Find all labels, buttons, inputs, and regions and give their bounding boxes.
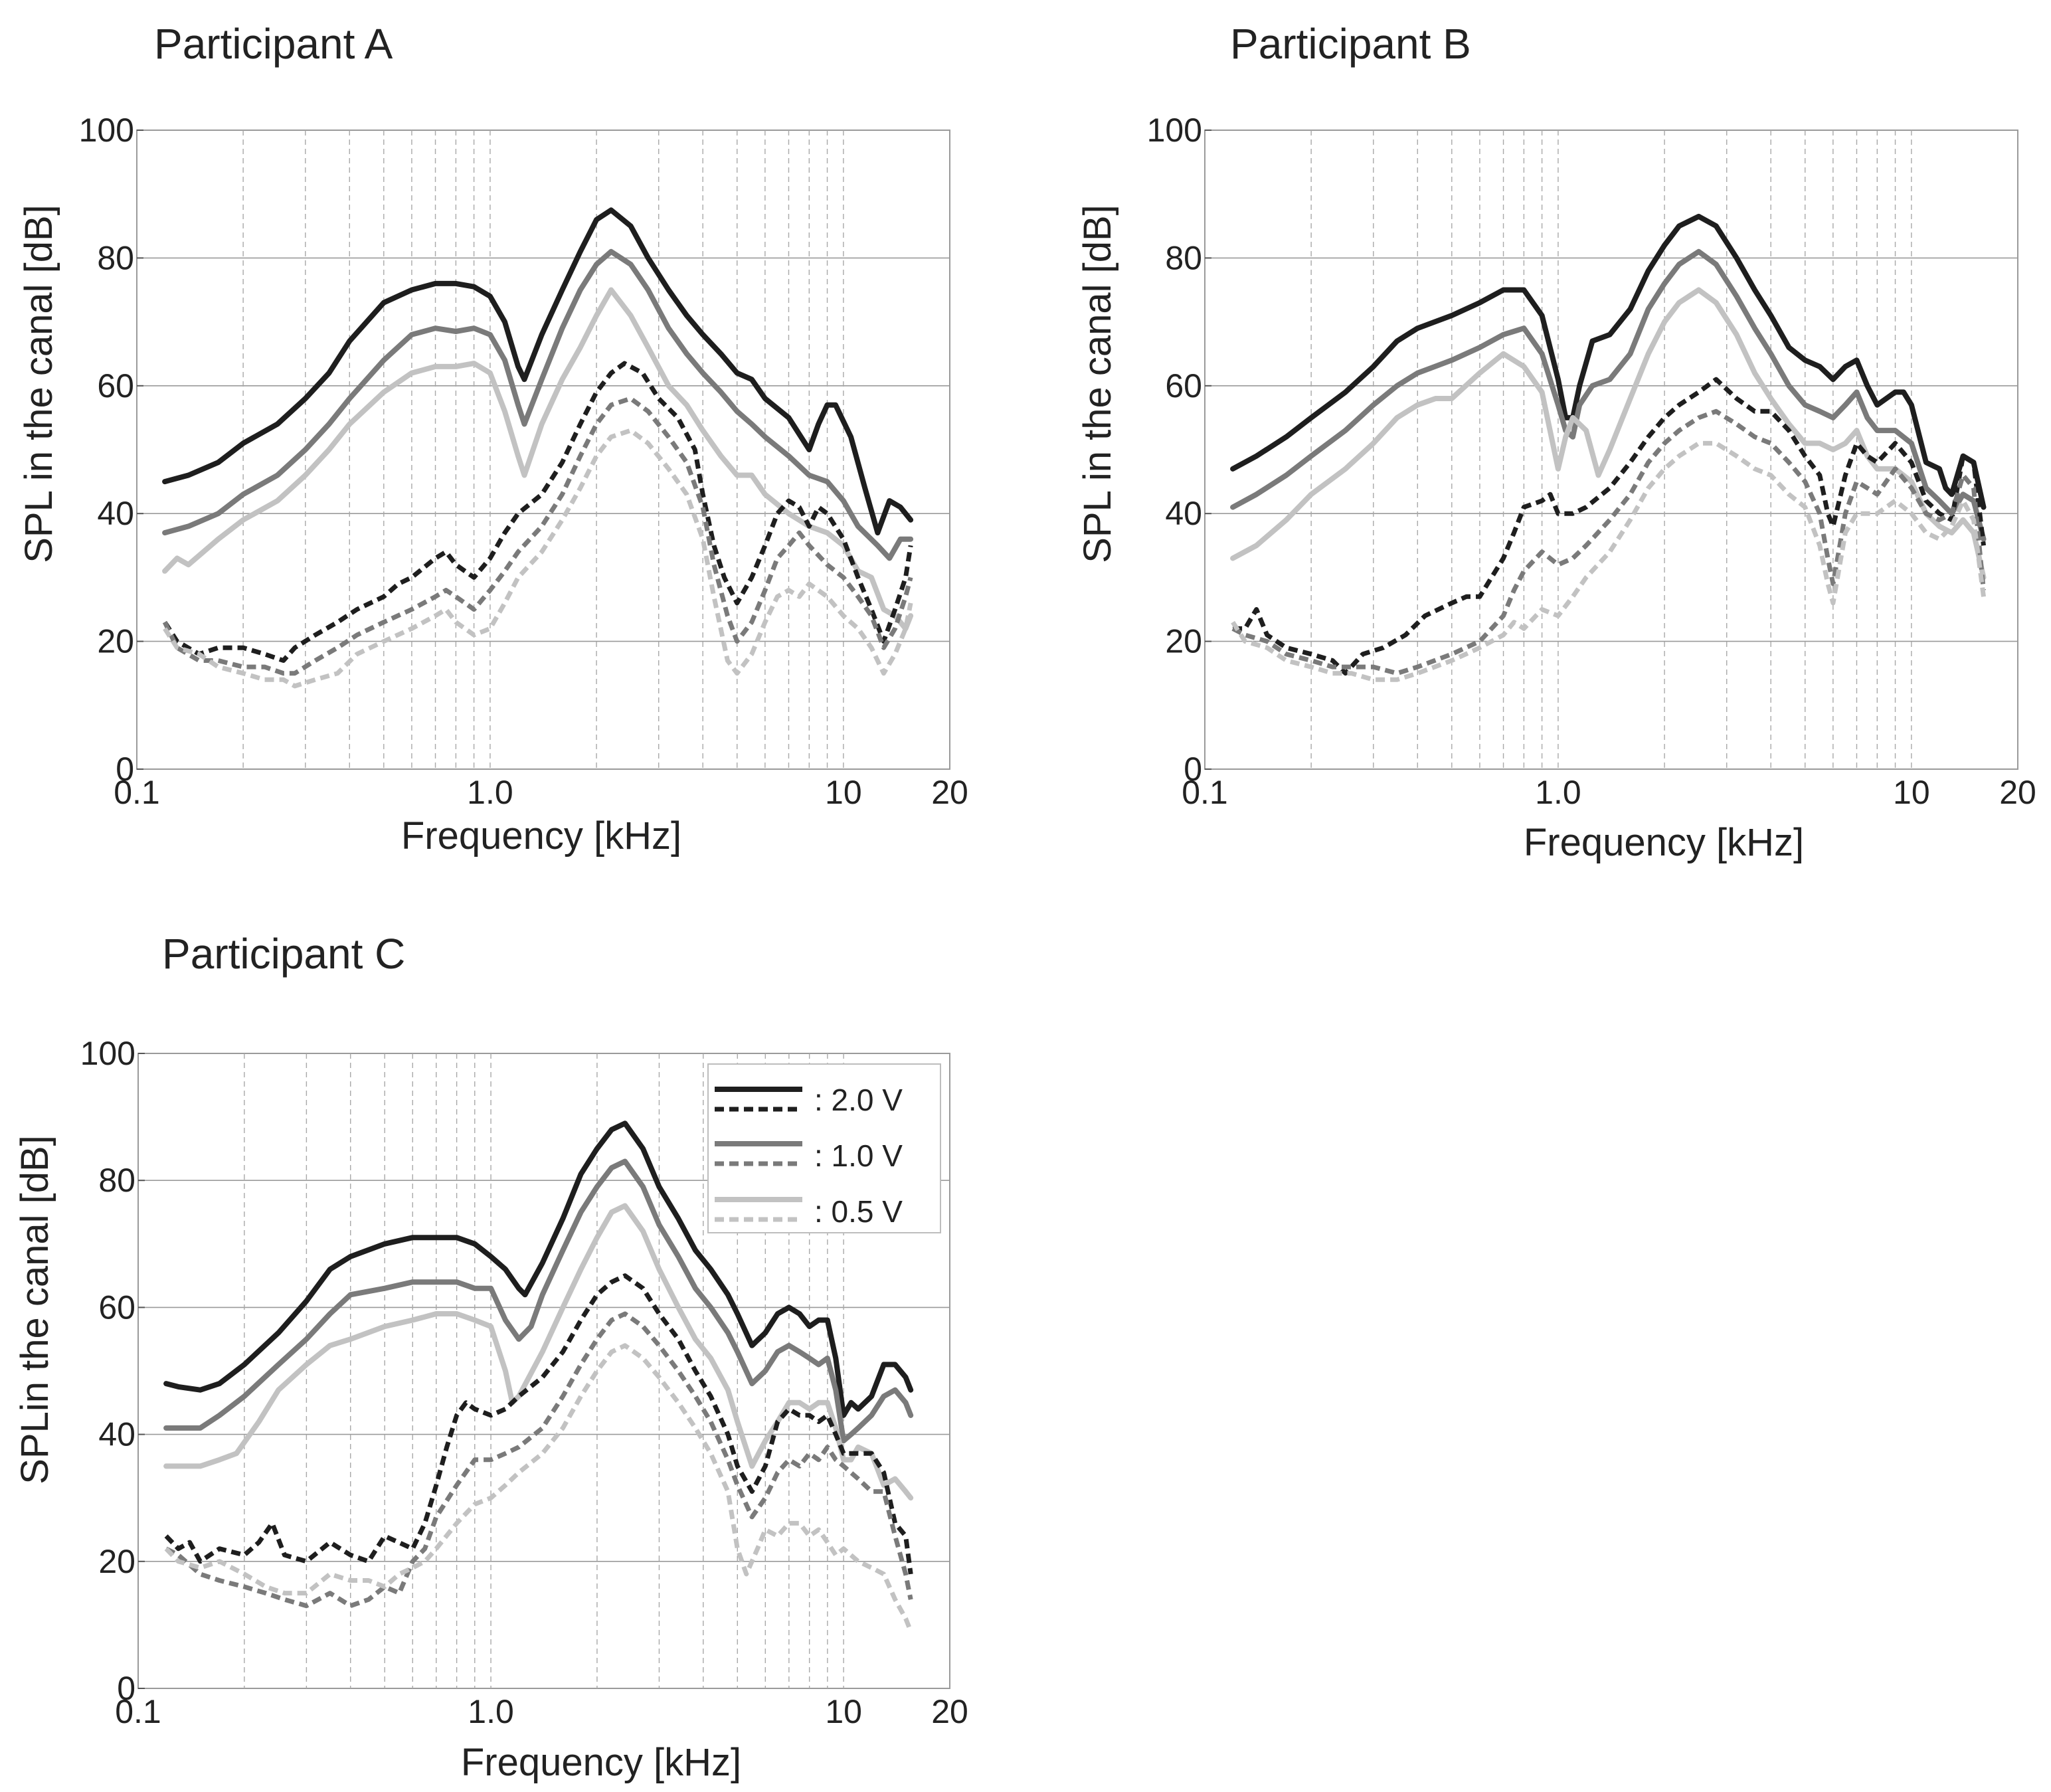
x-tick-label: 0.1 bbox=[115, 1693, 161, 1730]
y-tick-label: 0 bbox=[117, 1670, 135, 1707]
x-axis-label-a: Frequency [kHz] bbox=[401, 814, 681, 857]
x-tick-label: 0.1 bbox=[1182, 774, 1228, 811]
series-line bbox=[1231, 408, 1986, 676]
legend-entry-2v: : 2.0 V bbox=[715, 1083, 903, 1117]
series-line bbox=[164, 1273, 913, 1575]
series-line bbox=[162, 396, 913, 676]
y-tick-label: 80 bbox=[97, 239, 134, 276]
x-axis-label-b: Frequency [kHz] bbox=[1524, 821, 1804, 864]
series-line bbox=[162, 248, 914, 561]
x-tick-label: 1.0 bbox=[467, 774, 513, 811]
y-axis-label-a: SPL in the canal [dB] bbox=[17, 205, 60, 563]
y-axis-label-b: SPL in the canal [dB] bbox=[1076, 205, 1119, 563]
panel-participant-c: Participant C Frequency [kHz] SPLin the … bbox=[13, 930, 968, 1784]
y-axis-label-c: SPLin the canal [dB] bbox=[13, 1135, 56, 1484]
y-tick-label: 80 bbox=[98, 1162, 135, 1199]
y-tick-label: 100 bbox=[1147, 112, 1202, 149]
y-tick-label: 40 bbox=[1165, 495, 1202, 532]
x-tick-label: 20 bbox=[1999, 774, 2036, 811]
plot-area-c: 0 20 40 60 80 100 0.1 1.0 10 20 bbox=[80, 1035, 968, 1730]
panel-participant-b: Participant B Frequency [kHz] SPL in the… bbox=[1076, 20, 2036, 864]
series-lines bbox=[1230, 213, 1987, 682]
legend-label: : 2.0 V bbox=[814, 1083, 903, 1117]
x-tick-label: 20 bbox=[931, 774, 968, 811]
series-line bbox=[163, 361, 913, 663]
legend-entry-1v: : 1.0 V bbox=[715, 1138, 903, 1173]
y-tick-label: 60 bbox=[98, 1289, 135, 1326]
x-tick-label: 0.1 bbox=[114, 774, 160, 811]
y-tick-label: 60 bbox=[97, 367, 134, 404]
series-line bbox=[1230, 287, 1987, 581]
y-tick-label: 80 bbox=[1165, 239, 1202, 276]
series-line bbox=[165, 1311, 913, 1609]
x-axis-label-c: Frequency [kHz] bbox=[461, 1741, 741, 1784]
series-lines bbox=[162, 207, 914, 689]
series-line bbox=[163, 428, 913, 689]
y-tick-label: 40 bbox=[98, 1416, 135, 1453]
plot-area-a: 0 20 40 60 80 100 0.1 1.0 10 20 bbox=[79, 112, 968, 811]
y-tick-label: 20 bbox=[98, 1543, 135, 1580]
panel-title-c: Participant C bbox=[162, 930, 405, 978]
series-line bbox=[1230, 248, 1987, 542]
y-tick-label: 20 bbox=[97, 623, 134, 660]
x-tick-label: 10 bbox=[825, 1693, 862, 1730]
legend-box bbox=[707, 1063, 941, 1233]
plot-area-b: 0 20 40 60 80 100 0.1 1.0 10 20 bbox=[1147, 112, 2036, 811]
legend-label: : 1.0 V bbox=[814, 1138, 903, 1173]
series-line bbox=[163, 1158, 914, 1444]
y-tick-label: 0 bbox=[116, 751, 134, 788]
y-tick-label: 40 bbox=[97, 495, 134, 532]
y-tick-label: 60 bbox=[1165, 367, 1202, 404]
y-tick-label: 100 bbox=[79, 112, 134, 149]
series-line bbox=[162, 207, 914, 536]
x-tick-label: 10 bbox=[825, 774, 862, 811]
series-line bbox=[1233, 377, 1986, 676]
series-line bbox=[1230, 213, 1987, 510]
legend: : 2.0 V : 1.0 V : 0.5 V bbox=[707, 1063, 941, 1233]
x-tick-label: 1.0 bbox=[1535, 774, 1581, 811]
panel-title-b: Participant B bbox=[1230, 20, 1471, 68]
x-tick-label: 10 bbox=[1893, 774, 1930, 811]
panel-title-a: Participant A bbox=[154, 20, 393, 68]
series-line bbox=[163, 1203, 914, 1501]
series-line bbox=[162, 287, 914, 632]
y-tick-label: 0 bbox=[1184, 751, 1202, 788]
plot-frame bbox=[136, 130, 950, 770]
series-lines bbox=[163, 1120, 914, 1633]
y-tick-label: 20 bbox=[1165, 623, 1202, 660]
panel-participant-a: Participant A Frequency [kHz] SPL in the… bbox=[17, 20, 968, 857]
legend-entry-05v: : 0.5 V bbox=[715, 1194, 903, 1229]
series-line bbox=[1231, 440, 1986, 682]
x-tick-label: 1.0 bbox=[468, 1693, 514, 1730]
y-tick-label: 100 bbox=[80, 1035, 135, 1072]
series-line bbox=[163, 1120, 914, 1418]
x-tick-label: 20 bbox=[931, 1693, 968, 1730]
legend-label: : 0.5 V bbox=[814, 1194, 903, 1229]
series-line bbox=[164, 1343, 913, 1633]
